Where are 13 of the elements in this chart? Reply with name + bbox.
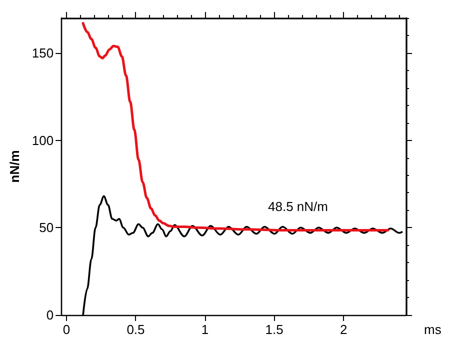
x-tick-label: 2 — [340, 322, 348, 337]
x-tick-label: 1.5 — [265, 322, 284, 337]
y-tick-label: 0 — [46, 308, 54, 322]
y-tick-label: 50 — [39, 220, 54, 236]
y-tick-label: 150 — [32, 45, 54, 60]
x-tick-label: 0 — [62, 322, 70, 337]
y-axis-title: nN/m — [7, 150, 22, 183]
y-tick-label: 100 — [32, 132, 54, 148]
x-axis-title: ms — [424, 322, 442, 337]
x-tick-label: 0.5 — [126, 322, 145, 337]
line-series — [82, 22, 390, 232]
annotation: 48.5 nN/m — [268, 199, 328, 214]
x-tick-label: 1 — [201, 322, 209, 337]
